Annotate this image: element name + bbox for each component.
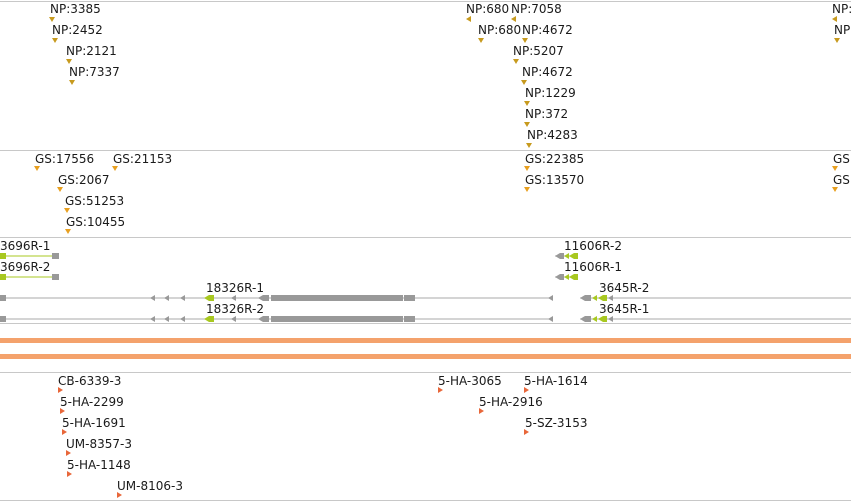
gene-model[interactable] [0, 316, 553, 322]
np-feature-label[interactable]: NP:2452 [52, 23, 103, 37]
compound-feature-label[interactable]: 5-HA-2299 [60, 395, 124, 409]
np-feature-marker[interactable] [832, 16, 837, 22]
gene-model[interactable] [0, 295, 553, 301]
gene-label[interactable]: 3645R-1 [599, 302, 650, 316]
gene-label[interactable]: 18326R-2 [206, 302, 264, 316]
gene-model[interactable] [580, 295, 851, 301]
gs-feature-marker[interactable] [65, 229, 71, 234]
gs-feature-label[interactable]: GS:13570 [525, 173, 585, 187]
np-feature-label[interactable]: NP: [834, 23, 851, 37]
compound-feature-marker[interactable] [66, 450, 71, 456]
gene-label[interactable]: 3696R-2 [0, 260, 51, 274]
compound-feature-marker[interactable] [524, 387, 529, 393]
gene-label[interactable]: 3645R-2 [599, 281, 650, 295]
compound-feature-marker[interactable] [117, 492, 122, 498]
compound-feature-label[interactable]: UM-8106-3 [117, 479, 183, 493]
np-feature-marker[interactable] [524, 122, 530, 127]
np-feature-label[interactable]: NP:4672 [522, 23, 573, 37]
gs-feature-label[interactable]: GS:22385 [525, 152, 585, 166]
gs-feature-label[interactable]: GS:17556 [35, 152, 95, 166]
gs-feature-marker[interactable] [832, 166, 838, 171]
np-feature-marker[interactable] [513, 59, 519, 64]
gene-model[interactable] [555, 253, 578, 259]
compound-feature-marker[interactable] [524, 429, 529, 435]
np-feature-label[interactable]: NP:5207 [513, 44, 564, 58]
coverage-band [0, 338, 851, 343]
compound-feature-label[interactable]: 5-HA-1691 [62, 416, 126, 430]
np-feature-marker[interactable] [511, 16, 516, 22]
gene-label[interactable]: 3696R-1 [0, 239, 51, 253]
coverage-band [0, 354, 851, 359]
track-separator [0, 500, 851, 501]
gs-feature-label[interactable]: GS:51253 [65, 194, 125, 208]
compound-feature-label[interactable]: CB-6339-3 [58, 374, 122, 388]
compound-feature-label[interactable]: 5-HA-2916 [479, 395, 543, 409]
compound-feature-label[interactable]: 5-HA-1614 [524, 374, 588, 388]
compound-feature-marker[interactable] [67, 471, 72, 477]
np-feature-marker[interactable] [69, 80, 75, 85]
compound-feature-marker[interactable] [58, 387, 63, 393]
np-feature-label[interactable]: NP:7058 [511, 2, 562, 16]
gs-feature-label[interactable]: GS:21153 [113, 152, 173, 166]
compound-feature-label[interactable]: 5-HA-1148 [67, 458, 131, 472]
track-separator [0, 150, 851, 151]
gs-feature-marker[interactable] [524, 187, 530, 192]
gs-feature-marker[interactable] [524, 166, 530, 171]
gene-label[interactable]: 11606R-1 [564, 260, 622, 274]
gs-feature-marker[interactable] [832, 187, 838, 192]
np-feature-marker[interactable] [66, 59, 72, 64]
compound-feature-marker[interactable] [438, 387, 443, 393]
compound-feature-label[interactable]: UM-8357-3 [66, 437, 132, 451]
np-feature-label[interactable]: NP:680 [466, 2, 510, 16]
gs-feature-marker[interactable] [64, 208, 70, 213]
track-separator [0, 323, 851, 324]
np-feature-label[interactable]: NP:4283 [527, 128, 578, 142]
np-feature-label[interactable]: NP:4672 [522, 65, 573, 79]
gene-label[interactable]: 11606R-2 [564, 239, 622, 253]
np-feature-label[interactable]: NP:3385 [50, 2, 101, 16]
gene-model-graphics [0, 253, 851, 322]
gs-feature-marker[interactable] [112, 166, 118, 171]
np-feature-marker[interactable] [526, 143, 532, 148]
compound-feature-marker[interactable] [62, 429, 67, 435]
np-feature-label[interactable]: NP:7337 [69, 65, 120, 79]
gene-model[interactable] [0, 253, 59, 259]
gs-feature-label[interactable]: GS: [833, 173, 851, 187]
track-separator [0, 237, 851, 238]
np-feature-label[interactable]: NP:680 [478, 23, 522, 37]
gs-feature-label[interactable]: GS: [833, 152, 851, 166]
gene-model[interactable] [0, 274, 59, 280]
np-feature-label[interactable]: NP: [832, 2, 851, 16]
np-feature-marker[interactable] [521, 80, 527, 85]
np-feature-label[interactable]: NP:2121 [66, 44, 117, 58]
np-feature-marker[interactable] [52, 38, 58, 43]
gs-feature-label[interactable]: GS:10455 [66, 215, 126, 229]
np-feature-marker[interactable] [522, 38, 528, 43]
compound-feature-label[interactable]: 5-SZ-3153 [525, 416, 588, 430]
gene-label[interactable]: 18326R-1 [206, 281, 264, 295]
gs-feature-label[interactable]: GS:2067 [58, 173, 110, 187]
gs-feature-marker[interactable] [34, 166, 40, 171]
np-feature-label[interactable]: NP:1229 [525, 86, 576, 100]
compound-feature-marker[interactable] [479, 408, 484, 414]
np-feature-marker[interactable] [834, 38, 840, 43]
np-feature-marker[interactable] [466, 16, 471, 22]
compound-feature-label[interactable]: 5-HA-3065 [438, 374, 502, 388]
gs-feature-marker[interactable] [57, 187, 63, 192]
np-feature-label[interactable]: NP:372 [525, 107, 569, 121]
compound-feature-marker[interactable] [60, 408, 65, 414]
np-feature-marker[interactable] [478, 38, 484, 43]
gene-model[interactable] [555, 274, 578, 280]
np-feature-marker[interactable] [49, 17, 55, 22]
gene-model[interactable] [580, 316, 851, 322]
np-feature-marker[interactable] [524, 101, 530, 106]
track-separator [0, 372, 851, 373]
track-separator [0, 1, 851, 2]
